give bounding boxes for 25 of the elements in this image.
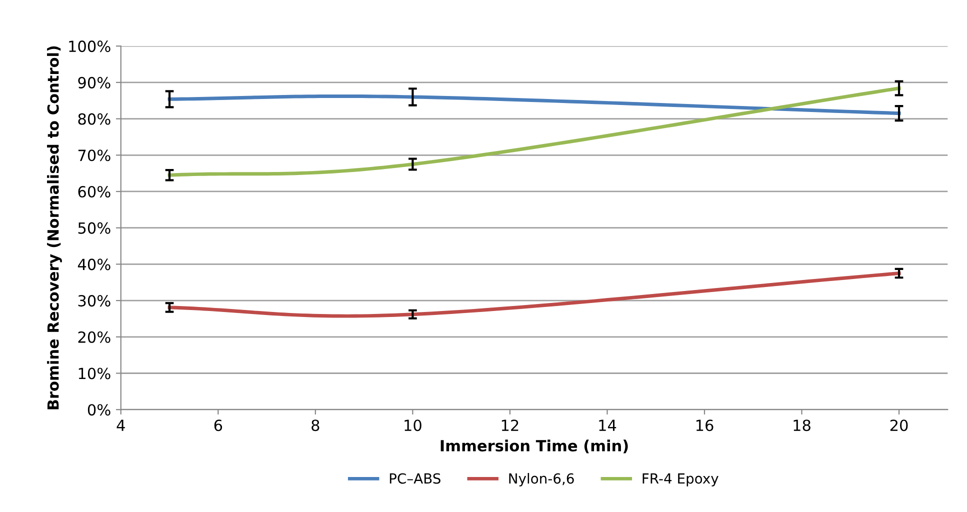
x-tick-label: 6 <box>214 420 222 432</box>
legend-label: FR-4 Epoxy <box>642 473 718 486</box>
y-tick-label: 50% <box>78 222 110 234</box>
y-tick-label: 60% <box>78 186 110 198</box>
x-tick-label: 8 <box>312 420 320 432</box>
x-tick-label: 16 <box>696 420 714 432</box>
x-tick-label: 4 <box>116 420 125 431</box>
x-axis-title: Immersion Time (min) <box>440 440 628 454</box>
y-tick-label: 10% <box>78 368 110 380</box>
legend-label: PC–ABS <box>390 473 440 484</box>
y-tick-label: 100% <box>69 40 110 52</box>
y-tick-label: 0% <box>88 404 110 416</box>
y-tick-label: 20% <box>78 331 110 343</box>
y-tick-label: 80% <box>78 113 110 125</box>
x-tick-label: 18 <box>794 420 810 432</box>
y-tick-label: 90% <box>78 76 110 88</box>
x-tick-label: 10 <box>404 420 422 432</box>
x-tick-label: 20 <box>890 420 908 432</box>
y-tick-label: 30% <box>78 295 110 307</box>
x-tick-label: 12 <box>502 420 518 431</box>
y-tick-label: 70% <box>78 150 110 162</box>
legend-label: Nylon-6,6 <box>509 472 574 486</box>
y-axis-title: Bromine Recovery (Normalised to Control) <box>47 46 62 410</box>
x-tick-label: 14 <box>599 420 616 431</box>
y-tick-label: 40% <box>78 258 110 270</box>
